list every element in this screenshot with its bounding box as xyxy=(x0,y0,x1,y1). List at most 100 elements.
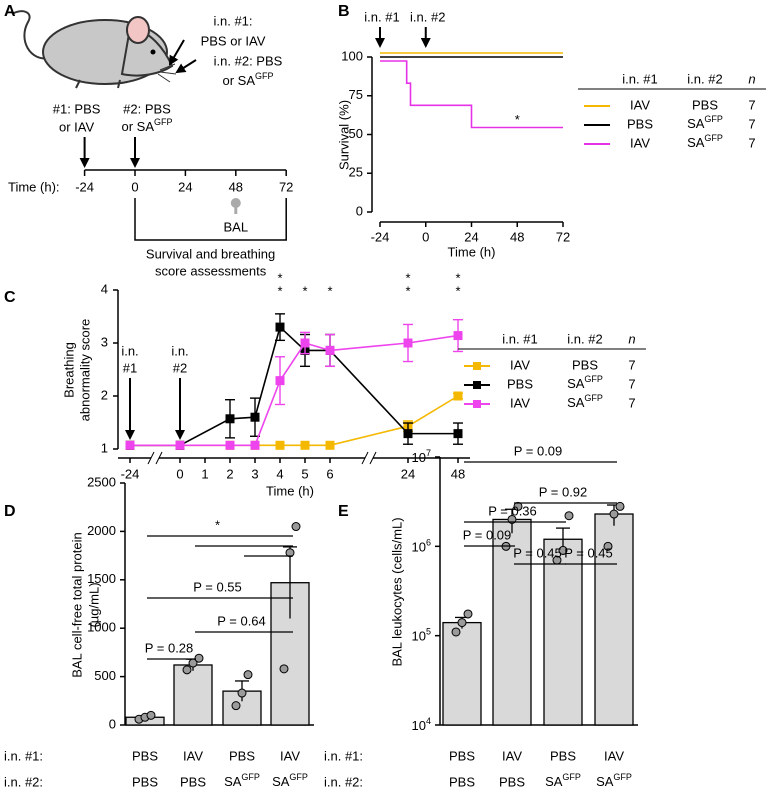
y-tick-label-sup: 5 xyxy=(426,627,431,637)
score-marker xyxy=(225,440,235,450)
dose-label: i.n. xyxy=(121,343,138,358)
axis-break-gap xyxy=(151,454,159,462)
panel-label: A xyxy=(4,3,16,20)
significance: * xyxy=(302,283,307,298)
significance: * xyxy=(277,270,282,285)
bar xyxy=(543,538,583,726)
significance: * xyxy=(455,270,460,285)
y-tick-label-sup: 7 xyxy=(426,448,431,458)
y-tick-label: 1500 xyxy=(87,571,116,586)
legend-label: PBS xyxy=(627,116,653,131)
data-point xyxy=(237,688,247,698)
category-label: PBS xyxy=(550,748,576,763)
category-label: PBS xyxy=(499,774,525,789)
bar xyxy=(594,513,634,726)
comparison-label: P = 0.64 xyxy=(217,613,266,628)
y-tick-label: 2000 xyxy=(87,523,116,538)
y-axis-label: BAL cell-free total protein xyxy=(69,532,84,677)
legend-label: PBS xyxy=(572,357,598,372)
legend-label-main: SA xyxy=(567,395,585,410)
comparison-label: P = 0.28 xyxy=(145,640,194,655)
timeline-tick-label: 48 xyxy=(229,179,243,194)
y-tick-label: 75 xyxy=(349,87,363,102)
significance: * xyxy=(327,283,332,298)
axis-break xyxy=(155,451,163,465)
legend-marker xyxy=(473,362,481,370)
dose-label: or IAV xyxy=(59,119,94,134)
timeline-tick-label: 72 xyxy=(279,179,293,194)
category-label: PBS xyxy=(449,748,475,763)
y-tick-label: 3 xyxy=(101,334,108,349)
data-point xyxy=(291,522,301,532)
dose-label: #1: PBS xyxy=(53,101,101,116)
route-label-sup: GFP xyxy=(255,71,274,81)
y-tick-label-sup: 6 xyxy=(426,538,431,548)
x-tick-label: 1 xyxy=(201,466,208,481)
comparison-label: P = 0.45 xyxy=(564,545,613,560)
bar xyxy=(442,621,482,726)
data-point xyxy=(451,627,461,637)
data-point xyxy=(463,609,473,619)
score-marker xyxy=(275,440,285,450)
legend-header: n xyxy=(628,331,635,346)
category-label-sup: GFP xyxy=(289,772,308,782)
y-tick-label: 50 xyxy=(349,126,363,141)
mouse-eye xyxy=(150,49,156,55)
dose-label: i.n. #2 xyxy=(410,9,445,24)
significance: * xyxy=(405,270,410,285)
x-tick-label: 0 xyxy=(176,466,183,481)
category-label-sup: GFP xyxy=(241,772,260,782)
category-label: IAV xyxy=(183,748,203,763)
significance: * xyxy=(405,283,410,298)
assessment-bracket xyxy=(134,198,287,241)
y-tick-label-main: 10 xyxy=(412,629,426,644)
data-point xyxy=(615,501,625,511)
data-point xyxy=(146,710,156,720)
comparison-label: P = 0.92 xyxy=(539,484,588,499)
category-label: SAGFP xyxy=(272,772,308,789)
dose-label: i.n. #1 xyxy=(364,9,399,24)
row-label: i.n. #1: xyxy=(324,748,363,763)
route-label: i.n. #1: xyxy=(213,13,252,28)
panel-label: D xyxy=(4,503,16,520)
timeline-label: Time (h): xyxy=(8,179,60,194)
category-label: SAGFP xyxy=(545,772,581,789)
score-marker xyxy=(453,331,463,341)
category-label-main: SA xyxy=(224,774,242,789)
legend-label: 7 xyxy=(628,357,635,372)
data-point xyxy=(182,665,192,675)
data-point xyxy=(279,664,289,674)
legend-label: PBS xyxy=(692,97,718,112)
category-label-sup: GFP xyxy=(562,772,581,782)
mouse-tail xyxy=(11,10,51,60)
x-tick-label: 0 xyxy=(422,229,429,244)
bal-label: BAL xyxy=(224,219,249,234)
dose-label: #1 xyxy=(123,360,137,375)
axis-break xyxy=(361,451,369,465)
data-point xyxy=(609,509,619,519)
y-tick-label: 4 xyxy=(101,281,108,296)
bar xyxy=(222,690,262,726)
comparison-label: P = 0.09 xyxy=(514,443,563,458)
y-tick-label: 1000 xyxy=(87,620,116,635)
y-tick-label: 106 xyxy=(412,538,431,555)
mouse-feet xyxy=(75,79,121,89)
data-point xyxy=(285,548,295,558)
data-point xyxy=(194,653,204,663)
legend-label-sup: GFP xyxy=(584,393,603,403)
timeline-tick-label: -24 xyxy=(75,179,94,194)
panel-label: C xyxy=(4,289,16,306)
x-tick-label: 48 xyxy=(510,229,524,244)
category-label-main: SA xyxy=(596,774,614,789)
comparison-label: P = 0.36 xyxy=(488,503,537,518)
significance: * xyxy=(277,283,282,298)
score-marker xyxy=(225,414,235,424)
legend-header: i.n. #2 xyxy=(687,71,722,86)
legend-header: n xyxy=(748,71,755,86)
legend-label: IAV xyxy=(510,357,530,372)
y-tick-label: 107 xyxy=(412,448,431,465)
y-axis-label: Survival (%) xyxy=(336,100,351,170)
dose-label: i.n. xyxy=(171,343,188,358)
legend-marker xyxy=(473,400,481,408)
y-tick-label: 500 xyxy=(94,668,116,683)
